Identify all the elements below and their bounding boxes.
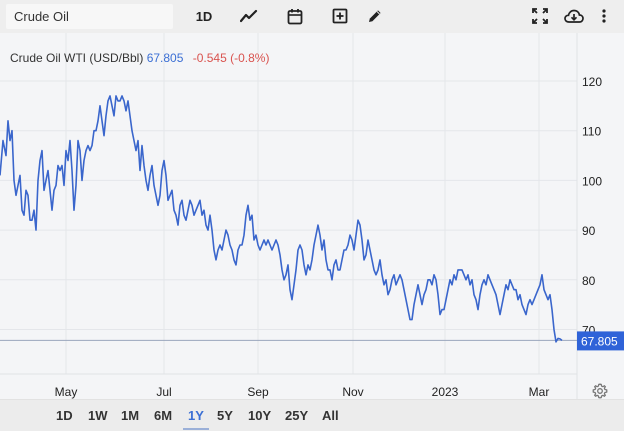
interval-button[interactable]: 1D: [195, 8, 213, 24]
range-selector: 1D 1W 1M 6M 1Y 5Y 10Y 25Y All: [0, 399, 624, 431]
price-line: [0, 95, 563, 343]
range-button-1w[interactable]: 1W: [88, 408, 108, 423]
range-button-25y[interactable]: 25Y: [285, 408, 309, 423]
x-axis-label: May: [55, 385, 78, 399]
add-indicator-button[interactable]: [329, 5, 351, 27]
x-axis-label: 2023: [432, 385, 459, 399]
pencil-icon: [369, 10, 381, 22]
y-axis-label: 110: [582, 125, 601, 139]
draw-button[interactable]: [364, 5, 386, 27]
x-axis-label: Sep: [247, 385, 269, 399]
range-button-6m[interactable]: 6M: [154, 408, 173, 423]
last-price: 67.805: [146, 51, 184, 65]
chart-legend: Crude Oil WTI (USD/Bbl) 67.805 -0.545 (-…: [10, 51, 269, 65]
chart-area[interactable]: 70 80 90 100 110 120 May Jul Sep Nov 2023 Mar 67.805…: [0, 33, 624, 399]
range-button-1d[interactable]: 1D: [56, 408, 73, 423]
range-button-5y[interactable]: 5Y: [217, 408, 233, 423]
chart-type-button[interactable]: [238, 5, 260, 27]
calendar-icon: [287, 8, 303, 24]
price-change: -0.545 (-0.8%): [192, 51, 270, 65]
y-axis-label: 100: [582, 174, 602, 188]
y-axis-label: 80: [582, 274, 596, 288]
x-axis-label: Jul: [156, 385, 171, 399]
date-range-button[interactable]: [284, 5, 306, 27]
range-button-all[interactable]: All: [322, 408, 339, 423]
y-axis-label: 120: [582, 75, 602, 89]
more-vertical-icon: [602, 9, 606, 23]
add-box-icon: [332, 8, 348, 24]
x-axis-label: Mar: [529, 385, 550, 399]
gear-icon: [592, 383, 608, 399]
x-axis-label: Nov: [342, 385, 363, 399]
price-tag-label: 67.805: [581, 334, 618, 348]
range-button-1y[interactable]: 1Y: [188, 408, 204, 423]
more-options-button[interactable]: [594, 5, 614, 27]
price-tag: [577, 331, 624, 351]
cloud-download-icon: [564, 9, 584, 23]
download-button[interactable]: [563, 5, 585, 27]
y-axis-label: 90: [582, 224, 596, 238]
instrument-name: Crude Oil WTI (USD/Bbl): [10, 51, 144, 65]
symbol-search-input[interactable]: Crude Oil: [6, 4, 173, 29]
fullscreen-icon: [532, 8, 548, 24]
line-chart-icon: [240, 9, 258, 23]
chart-settings-button[interactable]: [592, 383, 608, 399]
active-range-indicator: [183, 428, 209, 430]
range-button-10y[interactable]: 10Y: [248, 408, 272, 423]
fullscreen-button[interactable]: [529, 5, 551, 27]
range-button-1m[interactable]: 1M: [121, 408, 140, 423]
toolbar: Crude Oil 1D: [0, 0, 624, 33]
